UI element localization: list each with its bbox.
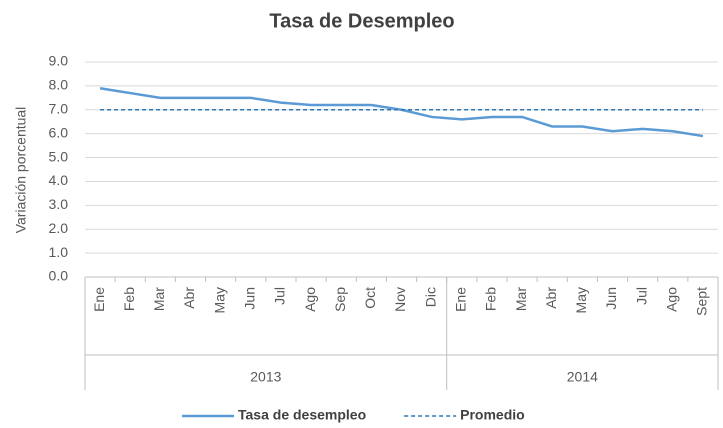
legend-label: Promedio (460, 407, 525, 423)
y-axis-label: Variación porcentual (13, 107, 29, 234)
y-tick-label: 1.0 (49, 244, 69, 260)
x-tick-label: Jun (241, 287, 257, 310)
group-label: 2013 (250, 369, 281, 385)
x-tick-label: May (211, 287, 227, 313)
x-tick-label: Ene (452, 287, 468, 312)
x-tick-label: Ago (302, 287, 318, 312)
group-label: 2014 (567, 369, 598, 385)
x-tick-label: Mar (513, 287, 529, 311)
y-tick-label: 8.0 (49, 77, 69, 93)
x-tick-label: Abr (181, 287, 197, 309)
x-tick-label: Jul (272, 287, 288, 305)
x-tick-label: Dic (422, 287, 438, 307)
chart-title: Tasa de Desempleo (269, 10, 454, 32)
x-tick-label: Mar (151, 287, 167, 311)
x-tick-label: Oct (362, 287, 378, 309)
x-tick-label: Sep (332, 287, 348, 312)
x-tick-label: Feb (483, 287, 499, 311)
y-tick-label: 5.0 (49, 148, 69, 164)
x-tick-label: Jun (603, 287, 619, 310)
y-tick-label: 3.0 (49, 196, 69, 212)
y-tick-label: 6.0 (49, 124, 69, 140)
x-tick-label: Ago (663, 287, 679, 312)
y-tick-label: 7.0 (49, 100, 69, 116)
series-line (99, 87, 704, 138)
x-tick-label: Jul (633, 287, 649, 305)
x-tick-label: Ene (91, 287, 107, 312)
x-tick-label: Abr (543, 287, 559, 309)
y-tick-label: 4.0 (49, 172, 69, 188)
y-tick-label: 9.0 (49, 53, 69, 69)
x-tick-label: Sept (694, 287, 710, 316)
y-tick-label: 2.0 (49, 220, 69, 236)
legend-label: Tasa de desempleo (238, 407, 366, 423)
x-tick-label: May (573, 287, 589, 313)
x-tick-label: Feb (121, 287, 137, 311)
x-tick-label: Nov (392, 287, 408, 312)
y-tick-label: 0.0 (49, 268, 69, 284)
